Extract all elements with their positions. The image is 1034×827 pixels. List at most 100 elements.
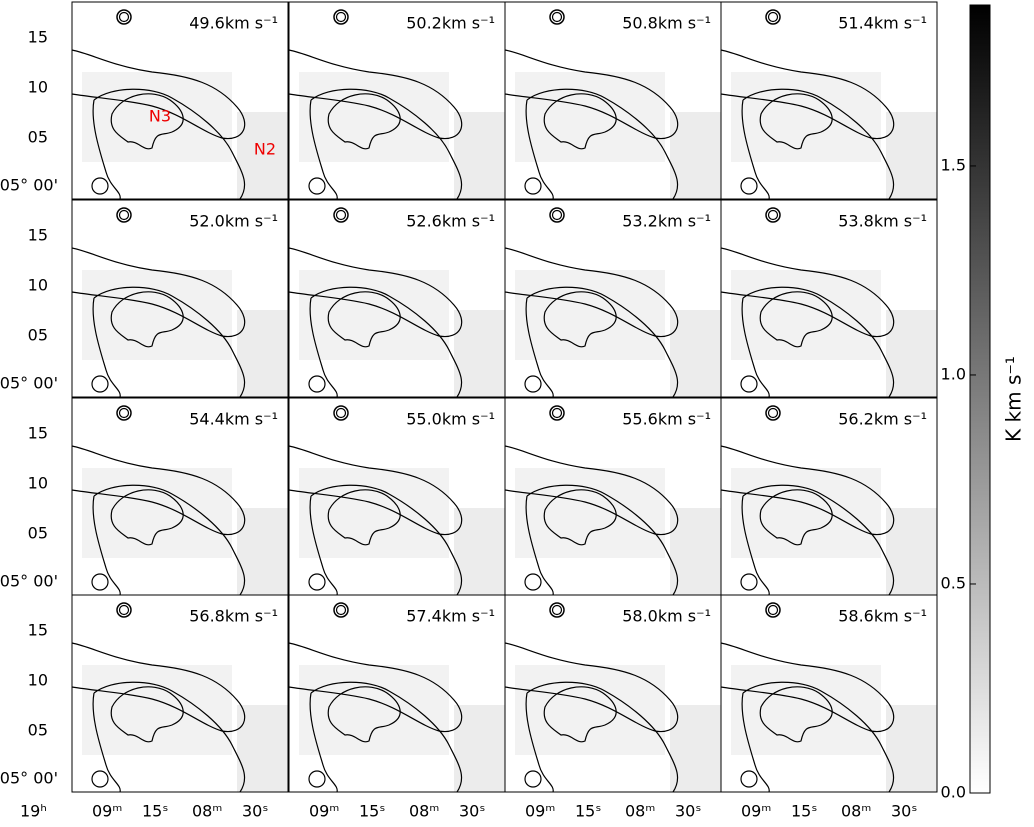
beam [333,207,349,223]
contour [524,375,542,393]
contour [309,681,463,793]
contour [91,375,109,393]
beam [549,207,565,223]
colorbar-label: K km s⁻¹ [1002,356,1026,442]
contour [524,177,542,195]
y-tick-label: 05 [28,524,48,543]
noise-patch [454,508,505,595]
noise-patch [454,112,505,199]
channel-panel: 49.6km s⁻¹ N3 N2 [71,1,289,200]
x-tick-label: 08ᵐ [192,802,222,821]
contour [759,489,833,546]
x-tick-label: 08ᵐ [409,802,439,821]
noise-patch [454,310,505,397]
beam [118,11,130,23]
y-tick-label: 10 [28,671,48,690]
channel-panel: 50.2km s⁻¹ [288,1,506,200]
velocity-label: 49.6km s⁻¹ [189,14,278,33]
x-tick-label: 15ˢ [791,802,817,821]
channel-panel: 52.0km s⁻¹ [71,199,289,398]
contour [91,177,109,195]
velocity-label: 50.2km s⁻¹ [406,14,495,33]
beam [335,407,347,419]
y-tick-label: 15 [28,424,48,443]
panel-frame [720,1,938,200]
colorbar-tick-label: 0.0 [941,783,966,802]
noise-patch [515,468,665,558]
x-tick-label: 30ˢ [459,802,485,821]
x-tick-label: 09ᵐ [525,802,555,821]
contour [759,686,833,743]
contour [504,445,679,536]
beam [549,9,565,25]
beam [333,405,349,421]
contour [309,286,463,398]
colorbar-tick-label: 1.5 [941,155,966,174]
contour [288,247,463,338]
noise-patch [731,468,881,558]
contour [71,642,246,733]
contour [71,49,246,140]
contour [92,88,246,200]
y-tick-label: 15 [28,621,48,640]
contour [741,88,895,200]
contour [759,93,833,150]
beam [116,207,132,223]
beam [333,602,349,618]
noise-patch [82,665,232,755]
noise-patch [237,705,288,792]
region-label: N3 [149,107,171,126]
channel-panel: 50.8km s⁻¹ [504,1,722,200]
colorbar-tick-label: 1.0 [941,364,966,383]
noise-patch [886,112,937,199]
noise-patch [82,270,232,360]
contour [91,573,109,591]
y-tick-label: 05° 00' [0,769,58,788]
beam [116,405,132,421]
y-tick-label: 10 [28,276,48,295]
y-tick-label: 05 [28,128,48,147]
noise-patch [515,72,665,162]
contour [504,642,679,733]
channel-panel: 55.0km s⁻¹ [288,397,506,596]
contour [91,770,109,788]
beam [551,604,563,616]
beam [118,604,130,616]
contour [741,286,895,398]
y-tick-label: 05 [28,721,48,740]
contour [524,770,542,788]
x-tick-label: 08ᵐ [625,802,655,821]
contour [525,484,679,596]
noise-patch [886,705,937,792]
beam [767,407,779,419]
velocity-label: 50.8km s⁻¹ [622,14,711,33]
panel-frame [71,199,289,398]
contour [288,445,463,536]
contour [543,686,617,743]
x-tick-label: 19ʰ [20,802,47,821]
velocity-label: 52.0km s⁻¹ [189,212,278,231]
velocity-label: 58.6km s⁻¹ [838,607,927,626]
beam [551,407,563,419]
contour [308,177,326,195]
x-tick-label: 30ˢ [891,802,917,821]
panel-frame [720,594,938,793]
contour [308,375,326,393]
contour [110,291,184,348]
region-label: N2 [254,140,276,159]
beam [765,602,781,618]
velocity-label: 56.2km s⁻¹ [838,410,927,429]
channel-panel: 56.8km s⁻¹ [71,594,289,793]
noise-patch [454,705,505,792]
x-tick-label: 30ˢ [675,802,701,821]
channel-panel: 51.4km s⁻¹ [720,1,938,200]
noise-patch [670,508,721,595]
panel-frame [71,1,289,200]
beam [335,604,347,616]
beam [335,11,347,23]
contour [740,770,758,788]
velocity-label: 55.0km s⁻¹ [406,410,495,429]
x-tick-label: 30ˢ [242,802,268,821]
velocity-label: 57.4km s⁻¹ [406,607,495,626]
